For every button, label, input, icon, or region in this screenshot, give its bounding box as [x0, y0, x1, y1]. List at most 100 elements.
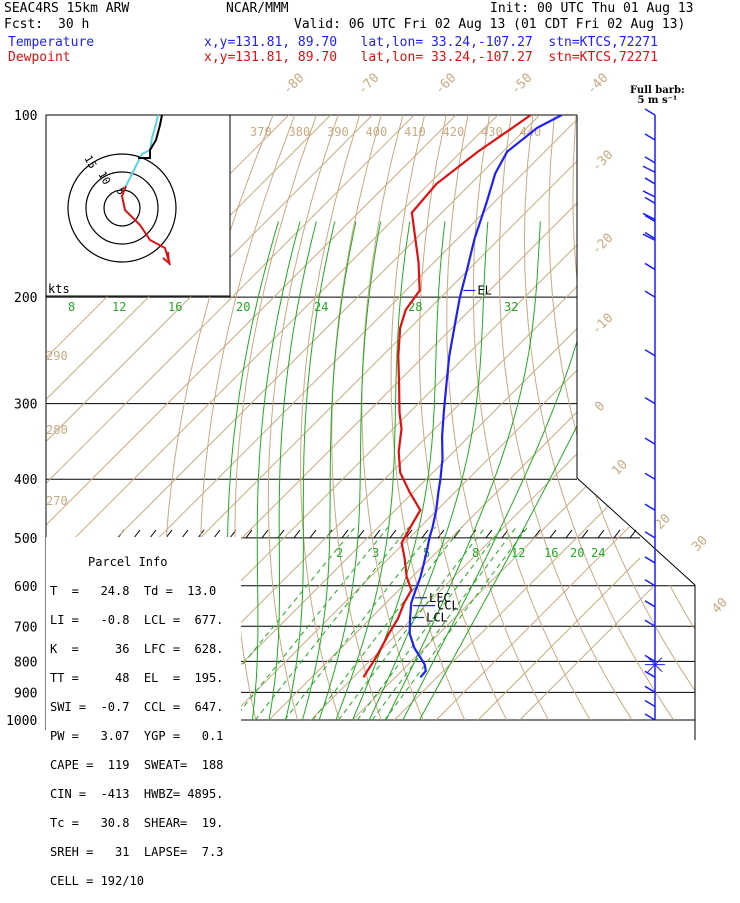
parcel-row: LI = -0.8 LCL = 677. — [50, 613, 223, 628]
isotherm-label: -10 — [589, 311, 616, 338]
dry-adiabat-line — [728, 115, 740, 720]
level-hatch — [390, 530, 396, 538]
dry-adiabat-line — [684, 115, 740, 720]
dewpoint-legend: Dewpoint — [8, 51, 71, 65]
mixing-ratio-label: 24 — [591, 546, 605, 560]
location-line-temp: x,y=131.81, 89.70 lat,lon= 33.24,-107.27… — [204, 36, 658, 50]
mixing-ratio-label: 24 — [314, 300, 328, 314]
dry-adiabat-line — [706, 115, 740, 720]
theta-label: 410 — [404, 125, 426, 139]
pressure-tick-label: 200 — [14, 291, 37, 306]
wind-barb — [643, 191, 655, 197]
pressure-tick-label: 400 — [14, 473, 37, 488]
wind-barb — [645, 580, 655, 586]
pressure-tick-label: 500 — [14, 532, 37, 547]
moist-adiabat-line — [353, 222, 445, 721]
dry-adiabat-line — [524, 115, 673, 720]
moist-adiabat-line — [336, 222, 410, 721]
mixing-ratio-label: 12 — [112, 300, 126, 314]
level-hatch — [358, 530, 364, 538]
wind-barb — [645, 109, 655, 115]
level-label-lcl: LCL — [426, 611, 448, 625]
parcel-row: Tc = 30.8 SHEAR= 19. — [50, 816, 223, 831]
parcel-row: K = 36 LFC = 628. — [50, 642, 223, 657]
pressure-tick-label: 300 — [14, 398, 37, 413]
wind-barb — [645, 473, 655, 479]
parcel-row: TT = 48 EL = 195. — [50, 671, 223, 686]
level-hatch — [598, 530, 604, 538]
moist-adiabat-line — [302, 222, 356, 721]
dry-adiabat-line — [332, 115, 382, 720]
isotherm-label: -60 — [432, 71, 459, 98]
mixing-ratio-label: 32 — [504, 300, 518, 314]
wind-barb — [645, 350, 655, 356]
theta-label: 420 — [443, 125, 465, 139]
parcel-row: T = 24.8 Td = 13.0 — [50, 584, 223, 599]
wind-barb — [645, 532, 655, 538]
dry-adiabat-line — [419, 115, 506, 720]
level-hatch — [134, 530, 140, 538]
wind-barb — [645, 291, 655, 297]
level-hatch — [150, 530, 156, 538]
pressure-tick-label: 1000 — [6, 714, 37, 729]
parcel-info-table: Parcel Info T = 24.8 Td = 13.0 LI = -0.8… — [50, 540, 223, 903]
wind-barb — [645, 263, 655, 269]
dry-adiabat-line — [301, 115, 360, 720]
mixing-ratio-label: 20 — [570, 546, 584, 560]
wind-barb-star — [648, 665, 655, 672]
mixing-ratio-label: 16 — [544, 546, 558, 560]
isotherm-label: -80 — [280, 71, 307, 98]
isotherm-label: -50 — [508, 71, 535, 98]
pressure-tick-label: 700 — [14, 620, 37, 635]
pressure-tick-label: 800 — [14, 655, 37, 670]
moist-adiabat-line — [319, 222, 380, 721]
moist-adiabat-line — [286, 222, 335, 721]
isotherm-line — [227, 115, 740, 720]
wind-barb — [645, 398, 655, 404]
wind-barb — [645, 438, 655, 444]
wind-barb — [645, 701, 655, 707]
location-line-dew: x,y=131.81, 89.70 lat,lon= 33.24,-107.27… — [204, 51, 658, 65]
pressure-tick-label: 900 — [14, 686, 37, 701]
parcel-row: CAPE = 119 SWEAT= 188 — [50, 758, 223, 773]
isotherm-label: -70 — [355, 71, 382, 98]
level-hatch — [566, 530, 572, 538]
dry-adiabat-line — [641, 115, 740, 720]
level-hatch — [214, 530, 220, 538]
wind-barb — [645, 671, 655, 677]
mixing-ratio-label: 12 — [511, 546, 525, 560]
level-hatch — [310, 530, 316, 538]
profiles — [364, 115, 562, 677]
pressure-tick-label: 100 — [14, 109, 37, 124]
mixing-ratio-label: 3 — [372, 546, 379, 560]
dry-adiabat-line — [596, 115, 740, 720]
temperature-legend: Temperature — [8, 36, 94, 50]
theta-label: 380 — [289, 125, 311, 139]
theta-label: 280 — [46, 423, 68, 437]
fcst-value: 30 h — [58, 18, 89, 32]
dry-adiabat-line — [499, 115, 632, 720]
parcel-row: CIN = -413 HWBZ= 4895. — [50, 787, 223, 802]
center-title: NCAR/MMM — [226, 2, 289, 16]
wind-barb — [645, 178, 655, 184]
wind-barb-star — [655, 665, 662, 672]
isotherm-label: -40 — [584, 71, 611, 98]
parcel-row: SREH = 31 LAPSE= 7.3 — [50, 845, 223, 860]
mixing-ratio-label: 20 — [236, 300, 250, 314]
hodo-units-label: kts — [48, 282, 70, 296]
wind-barb — [645, 557, 655, 563]
level-hatch — [422, 530, 428, 538]
dry-adiabat-line — [663, 115, 740, 720]
wind-barb — [645, 504, 655, 510]
mixing-ratio-label: 16 — [168, 300, 182, 314]
level-hatch — [550, 530, 556, 538]
level-label-el: EL — [477, 283, 491, 297]
wind-barb — [645, 601, 655, 607]
wind-barb — [645, 134, 655, 140]
theta-label: 400 — [366, 125, 388, 139]
wind-barb — [645, 714, 655, 720]
wind-barb — [645, 197, 655, 203]
isotherm-line — [269, 115, 740, 720]
dry-adiabat-line — [447, 115, 549, 720]
